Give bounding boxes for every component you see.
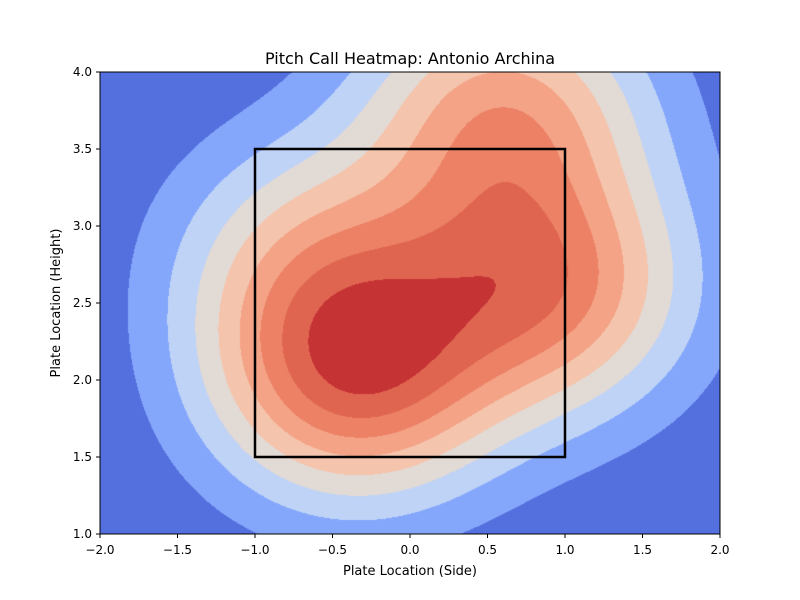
y-tick-label: 4.0 bbox=[73, 65, 92, 79]
x-tick-label: −1.5 bbox=[163, 543, 192, 557]
strike-zone-box bbox=[253, 147, 567, 459]
x-tick-label: 0.0 bbox=[400, 543, 419, 557]
y-axis-ticks: 1.0 1.5 2.0 2.5 3.0 3.5 4.0 bbox=[73, 65, 100, 541]
y-tick-label: 1.5 bbox=[73, 450, 92, 464]
x-tick-label: 0.5 bbox=[478, 543, 497, 557]
x-tick-label: −1.0 bbox=[240, 543, 269, 557]
x-tick-label: 1.5 bbox=[633, 543, 652, 557]
y-axis-label: Plate Location (Height) bbox=[49, 229, 64, 378]
x-tick-label: −0.5 bbox=[318, 543, 347, 557]
x-axis-ticks: −2.0 −1.5 −1.0 −0.5 0.0 0.5 1.0 1.5 2.0 bbox=[85, 534, 730, 557]
x-tick-label: −2.0 bbox=[85, 543, 114, 557]
heatmap-surface bbox=[100, 72, 720, 534]
y-tick-label: 2.5 bbox=[73, 296, 92, 310]
x-tick-label: 2.0 bbox=[710, 543, 729, 557]
chart-title: Pitch Call Heatmap: Antonio Archina bbox=[265, 49, 555, 68]
y-tick-label: 3.5 bbox=[73, 142, 92, 156]
x-tick-label: 1.0 bbox=[555, 543, 574, 557]
y-tick-label: 2.0 bbox=[73, 373, 92, 387]
y-tick-label: 1.0 bbox=[73, 527, 92, 541]
plot-area bbox=[99, 71, 721, 535]
x-axis-label: Plate Location (Side) bbox=[343, 564, 477, 579]
y-tick-label: 3.0 bbox=[73, 219, 92, 233]
